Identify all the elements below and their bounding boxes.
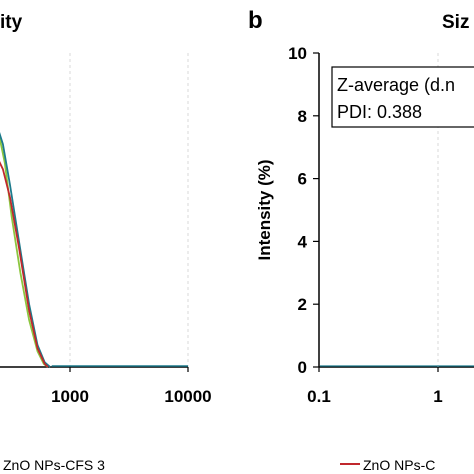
- panel-b-y-tick-label-10: 10: [288, 44, 307, 63]
- panel-b-title: Siz: [442, 12, 469, 33]
- panel-a-legend-label: ZnO NPs-CFS 3: [3, 457, 105, 473]
- panel-a-x-tick-label-10000: 10000: [164, 387, 211, 406]
- panel-b-annotation-line-2: PDI: 0.388: [337, 102, 422, 122]
- panel-b-annotation-box: [331, 66, 474, 128]
- panel-b-annotation-line-1: Z-average (d.n: [337, 75, 455, 95]
- panel-b-letter: b: [248, 7, 263, 34]
- panel-b-y-ticks: 0 2 4 6 8 10: [288, 44, 319, 377]
- panel-a-x-tick-label-1000: 1000: [51, 387, 89, 406]
- panel-b-x-tick-label-0-1: 0.1: [307, 387, 331, 406]
- panel-a-series: [0, 131, 188, 368]
- panel-a-series-line-1: [0, 134, 49, 368]
- panel-b-y-tick-label-6: 6: [298, 170, 307, 189]
- panel-a-title: ity: [0, 12, 23, 33]
- panel-a-series-line-2: [0, 131, 51, 368]
- panel-b-y-tick-label-2: 2: [298, 295, 307, 314]
- panel-b-y-axis-label: Intensity (%): [255, 159, 274, 260]
- panel-b-y-tick-label-0: 0: [298, 358, 307, 377]
- panel-b-x-tick-label-1: 1: [433, 387, 442, 406]
- panel-a: ity 1000 10000 ZnO NPs-CFS 3: [0, 12, 212, 473]
- panel-a-series-line-3: [0, 161, 49, 368]
- panel-b-y-tick-label-8: 8: [298, 107, 307, 126]
- panel-b-y-tick-label-4: 4: [298, 232, 308, 251]
- panel-b: b Siz Intensity (%) 0 2 4 6 8 10 0.1 1 Z-aver…: [248, 7, 474, 473]
- panel-b-legend-label: ZnO NPs-C: [363, 457, 435, 473]
